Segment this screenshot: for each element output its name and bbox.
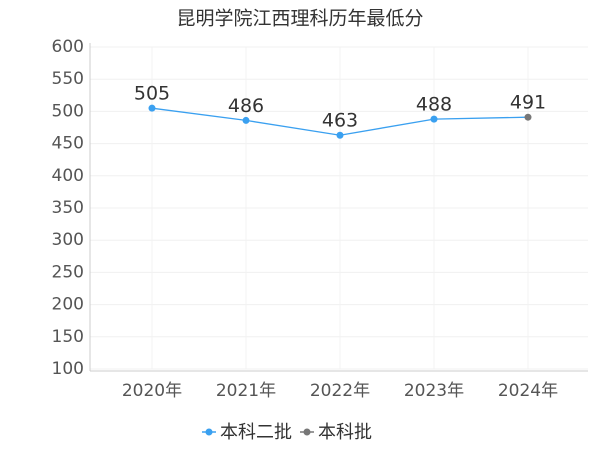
point bbox=[336, 131, 344, 139]
y-tick-label: 200 bbox=[52, 295, 84, 315]
legend-label: 本科二批 bbox=[220, 422, 292, 443]
x-tick-label: 2021年 bbox=[216, 381, 276, 401]
point bbox=[430, 115, 438, 123]
y-tick-label: 300 bbox=[52, 230, 84, 250]
y-tick-label: 250 bbox=[52, 262, 84, 282]
series-line bbox=[151, 107, 435, 136]
y-tick-label: 550 bbox=[52, 69, 84, 89]
point bbox=[148, 104, 156, 112]
data-label: 505 bbox=[134, 83, 170, 105]
y-tick-label: 500 bbox=[52, 101, 84, 121]
data-label: 491 bbox=[510, 92, 546, 114]
x-tick-label: 2023年 bbox=[404, 381, 464, 401]
legend-marker bbox=[303, 428, 311, 436]
y-tick-label: 350 bbox=[52, 198, 84, 218]
x-tick-label: 2022年 bbox=[310, 381, 370, 401]
point bbox=[524, 113, 532, 121]
x-tick-label: 2024年 bbox=[498, 381, 558, 401]
x-tick-label: 2020年 bbox=[122, 381, 182, 401]
data-label: 463 bbox=[322, 110, 358, 132]
y-tick-label: 450 bbox=[52, 134, 84, 154]
point bbox=[242, 116, 250, 124]
y-tick-label: 600 bbox=[52, 37, 84, 57]
legend-marker bbox=[205, 428, 213, 436]
data-label: 488 bbox=[416, 94, 452, 116]
chart-title: 昆明学院江西理科历年最低分 bbox=[176, 8, 423, 30]
connector bbox=[433, 116, 529, 120]
data-label: 486 bbox=[228, 95, 264, 117]
y-tick-label: 150 bbox=[52, 327, 84, 347]
legend-label: 本科批 bbox=[318, 422, 372, 443]
y-tick-label: 100 bbox=[52, 359, 84, 379]
y-tick-label: 400 bbox=[52, 166, 84, 186]
